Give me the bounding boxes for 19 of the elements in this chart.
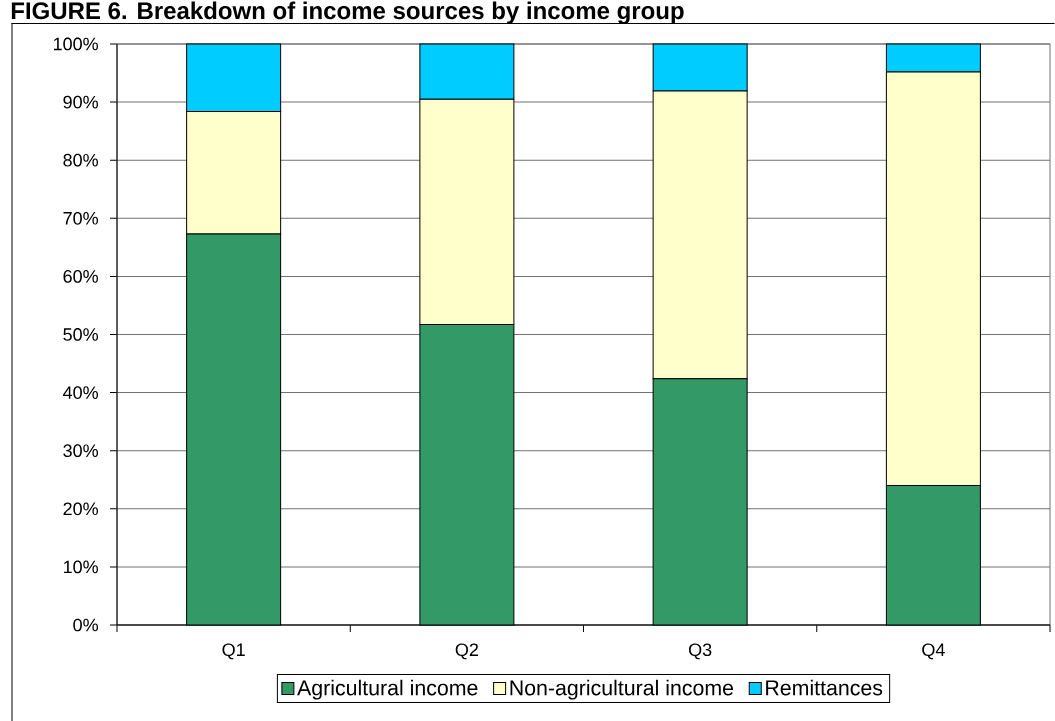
y-tick-label: 60%: [63, 270, 98, 283]
y-tick-label: 10%: [63, 560, 98, 574]
y-tick-label: 40%: [63, 386, 98, 399]
y-tick-label: 50%: [63, 328, 98, 341]
x-tick-label: Q3: [688, 643, 712, 660]
chart-title: FIGURE 6. Breakdown of income sources by income group: [11, 1, 684, 25]
x-tick-label: Q1: [222, 643, 245, 660]
legend-label: Remittances: [766, 679, 883, 696]
y-tick-label: 80%: [63, 153, 98, 167]
y-tick-label: 30%: [63, 444, 98, 458]
y-tick-label: 0%: [73, 618, 98, 632]
y-tick-label: 90%: [63, 95, 98, 109]
y-tick-label: 100%: [53, 37, 98, 51]
x-tick-label: Q2: [455, 643, 478, 660]
y-tick-label: 20%: [63, 502, 98, 516]
legend-label: Agricultural income: [297, 679, 478, 700]
legend-label: Non-agricultural income: [510, 679, 734, 700]
x-tick-label: Q4: [922, 643, 945, 660]
y-tick-label: 70%: [63, 211, 98, 225]
